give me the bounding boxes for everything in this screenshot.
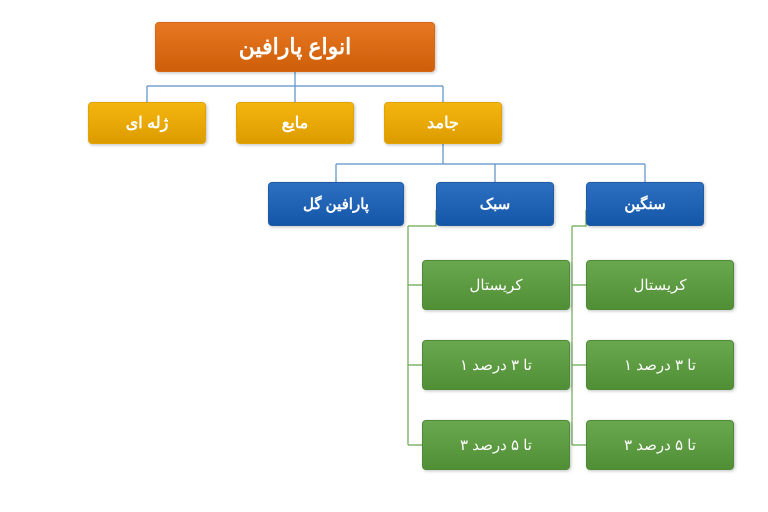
node-label: مایع (282, 113, 308, 133)
node-label: سنگین (624, 195, 665, 213)
node-label: ۳ تا ۵ درصد (624, 436, 696, 454)
node-flower: پارافین گل (268, 182, 404, 226)
node-h2: ۱ تا ۳ درصد (586, 340, 734, 390)
connector (408, 210, 436, 226)
node-label: کریستال (470, 276, 523, 294)
node-l3: ۳ تا ۵ درصد (422, 420, 570, 470)
node-label: کریستال (634, 276, 687, 294)
connector (572, 226, 586, 445)
node-label: پارافین گل (303, 195, 369, 213)
connector (408, 226, 422, 445)
node-h1: کریستال (586, 260, 734, 310)
node-solid: جامد (384, 102, 502, 144)
connector (572, 210, 586, 226)
node-label: ژله ای (126, 113, 169, 133)
node-label: ۳ تا ۵ درصد (460, 436, 532, 454)
node-jelly: ژله ای (88, 102, 206, 144)
node-heavy: سنگین (586, 182, 704, 226)
node-label: ۱ تا ۳ درصد (624, 356, 696, 374)
node-label: ۱ تا ۳ درصد (460, 356, 532, 374)
node-label: جامد (427, 113, 459, 133)
node-l2: ۱ تا ۳ درصد (422, 340, 570, 390)
node-root: انواع پارافین (155, 22, 435, 72)
node-liquid: مایع (236, 102, 354, 144)
node-l1: کریستال (422, 260, 570, 310)
node-label: انواع پارافین (239, 34, 351, 60)
node-h3: ۳ تا ۵ درصد (586, 420, 734, 470)
node-light: سبک (436, 182, 554, 226)
node-label: سبک (480, 195, 511, 213)
